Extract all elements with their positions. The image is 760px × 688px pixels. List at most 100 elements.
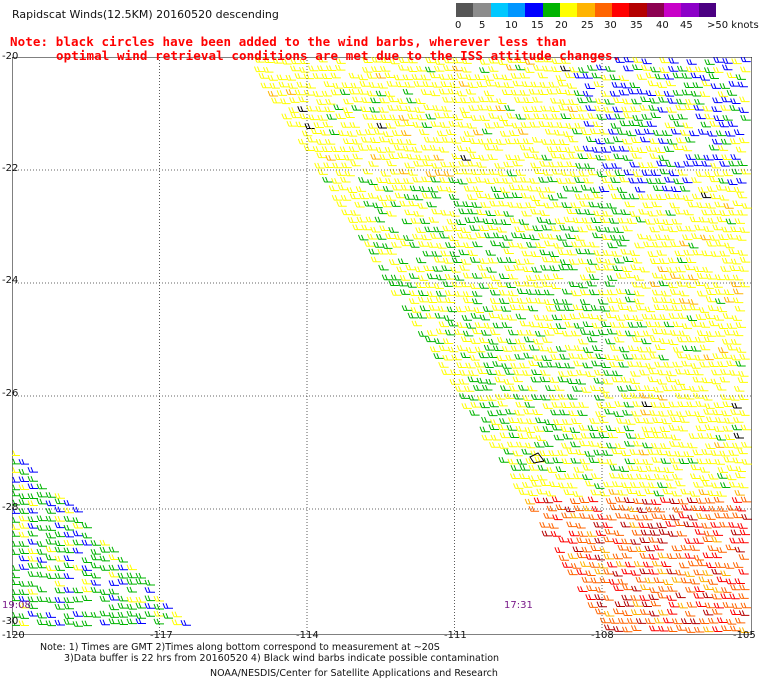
wind-barb — [501, 74, 512, 81]
wind-barb — [448, 120, 459, 127]
wind-barb — [545, 490, 556, 497]
wind-barb — [722, 170, 733, 177]
wind-barb — [352, 96, 363, 103]
wind-barb — [495, 370, 506, 376]
wind-barb — [526, 241, 537, 248]
wind-barb — [640, 409, 651, 416]
wind-barb — [621, 552, 632, 559]
wind-barb — [600, 321, 612, 328]
wind-barb — [72, 530, 83, 537]
wind-barb — [617, 473, 629, 480]
wind-barb — [692, 160, 703, 167]
wind-barb — [421, 176, 432, 183]
wind-barb — [550, 409, 561, 416]
wind-barb — [386, 210, 397, 217]
wind-barb — [520, 233, 531, 239]
wind-barb — [510, 362, 521, 369]
wind-barb — [708, 73, 719, 79]
wind-barb — [470, 312, 482, 319]
wind-barb — [675, 392, 686, 399]
wind-barb — [690, 72, 701, 79]
wind-barb — [568, 66, 580, 73]
wind-barb — [542, 315, 554, 321]
wind-barb — [260, 82, 271, 89]
wind-barb — [731, 603, 742, 609]
wind-barb — [595, 98, 606, 104]
wind-barb — [523, 258, 535, 265]
wind-barb — [286, 120, 297, 127]
wind-barb — [422, 81, 433, 87]
wind-barb — [444, 290, 456, 296]
wind-barb — [135, 618, 146, 625]
wind-barb — [595, 353, 606, 360]
wind-barb — [454, 241, 465, 248]
wind-barb — [738, 265, 749, 272]
wind-barb — [675, 592, 686, 599]
wind-barb — [686, 59, 697, 65]
wind-barb — [54, 597, 65, 603]
wind-barb — [690, 90, 702, 97]
wind-barb — [364, 241, 375, 247]
wind-barb — [478, 352, 489, 359]
wind-barb — [588, 562, 600, 568]
wind-barb — [643, 128, 655, 135]
wind-barb — [700, 234, 711, 241]
wind-barb — [456, 90, 468, 97]
wind-barb — [701, 377, 712, 384]
wind-barb — [521, 210, 532, 217]
wind-barb — [487, 352, 498, 359]
wind-barb — [627, 146, 639, 152]
wind-barb — [81, 532, 92, 539]
wind-barb — [625, 432, 636, 439]
wind-barb — [390, 274, 402, 281]
wind-barb — [554, 218, 566, 224]
wind-barb — [514, 353, 525, 360]
wind-barb — [608, 618, 620, 624]
wind-barb — [593, 210, 604, 217]
wind-barb — [677, 169, 688, 176]
wind-barb — [638, 522, 649, 528]
wind-barb — [18, 476, 29, 483]
wind-barb — [598, 432, 609, 439]
wind-barb — [27, 483, 38, 490]
wind-barb — [460, 352, 471, 359]
wind-barb — [72, 506, 83, 513]
wind-barb — [459, 136, 471, 143]
wind-barb — [706, 130, 718, 137]
wind-barb — [578, 497, 590, 503]
wind-barb — [622, 584, 633, 591]
wind-barb — [330, 89, 342, 96]
wind-barb — [639, 392, 650, 399]
wind-barb — [542, 403, 553, 409]
wind-barb — [375, 90, 387, 97]
wind-barb — [490, 240, 501, 247]
wind-barb — [588, 201, 599, 208]
wind-barb — [667, 410, 678, 416]
wind-barb — [505, 354, 516, 361]
wind-barb — [550, 97, 561, 104]
wind-barb — [705, 273, 717, 280]
wind-barb — [603, 568, 614, 575]
wind-barb — [400, 184, 412, 191]
wind-barb — [417, 296, 429, 303]
wind-barb — [649, 410, 660, 416]
wind-barb — [12, 540, 20, 547]
wind-barb — [709, 193, 721, 200]
wind-barb — [524, 113, 535, 120]
wind-barb — [373, 128, 385, 135]
wind-barb — [403, 178, 414, 184]
wind-barb — [638, 208, 649, 215]
wind-barb — [379, 97, 390, 104]
wind-barb — [609, 361, 620, 368]
wind-barb — [464, 217, 476, 223]
wind-barb — [680, 488, 691, 495]
scale-label: 0 — [455, 20, 462, 31]
wind-barb — [681, 89, 693, 96]
wind-barb — [700, 192, 712, 199]
wind-barb — [729, 609, 741, 616]
wind-barb — [696, 330, 708, 336]
wind-barb — [697, 417, 708, 424]
wind-barb — [562, 433, 573, 440]
wind-barb — [518, 473, 530, 480]
wind-barb — [484, 193, 496, 200]
